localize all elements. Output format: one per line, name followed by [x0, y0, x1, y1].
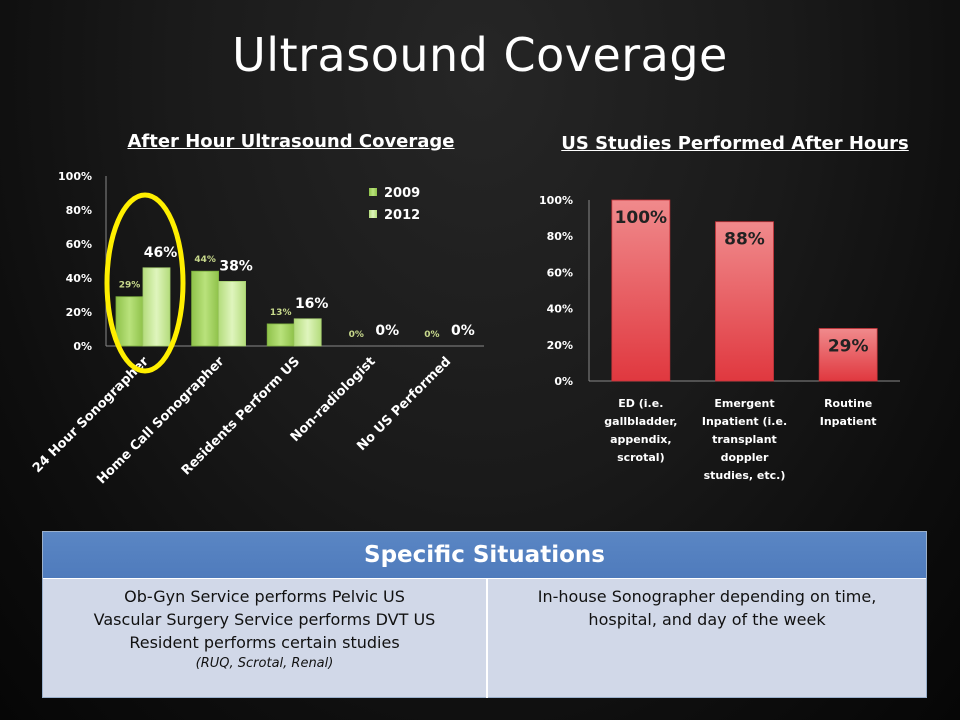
situations-header: Specific Situations: [43, 532, 926, 579]
chart1-legend-swatch: [369, 188, 377, 196]
situation-line: hospital, and day of the week: [588, 610, 826, 629]
situation-line: Vascular Surgery Service performs DVT US: [93, 610, 436, 629]
situations-row: Ob-Gyn Service performs Pelvic US Vascul…: [43, 579, 926, 698]
chart2-category-label: studies, etc.): [704, 469, 786, 482]
chart2-title: US Studies Performed After Hours: [561, 133, 909, 154]
chart2-category-label: appendix,: [610, 433, 671, 446]
chart1-legend-label: 2012: [384, 208, 420, 223]
chart2-category-label: Inpatient (i.e.: [702, 415, 787, 428]
chart2-category-label: Routine: [824, 397, 872, 410]
chart2-category-label: Inpatient: [820, 415, 877, 428]
chart1-bar-2009: [115, 296, 144, 347]
chart2-category-label: doppler: [721, 451, 769, 464]
chart1-legend-swatch: [369, 210, 377, 218]
chart2-y-tick-label: 80%: [547, 230, 573, 243]
chart2-data-label: 29%: [828, 337, 869, 357]
chart1-y-tick-label: 80%: [66, 204, 92, 217]
highlight-ellipse: [104, 192, 186, 374]
chart1-bar-2009: [191, 270, 220, 347]
chart1-data-label: 0%: [349, 330, 364, 340]
situations-right-cell: In-house Sonographer depending on time, …: [488, 579, 926, 698]
chart1-data-label: 16%: [295, 296, 329, 312]
specific-situations-table: Specific Situations Ob-Gyn Service perfo…: [42, 531, 927, 698]
chart1-data-label: 0%: [424, 330, 439, 340]
chart1-y-tick-label: 60%: [66, 238, 92, 251]
chart1-title: After Hour Ultrasound Coverage: [127, 131, 455, 152]
chart1-y-tick-label: 100%: [58, 170, 92, 183]
chart2-y-tick-label: 60%: [547, 266, 573, 279]
chart2-y-tick-label: 20%: [547, 339, 573, 352]
chart2-bar: [611, 199, 671, 382]
chart2-data-label: 88%: [724, 230, 765, 250]
chart2-category-label: Emergent: [714, 397, 774, 410]
chart1-y-tick-label: 20%: [66, 306, 92, 319]
chart1-data-label: 44%: [194, 255, 216, 265]
chart1-bar-2012: [293, 318, 322, 347]
chart2-bar: [715, 221, 774, 382]
chart2-category-label: ED (i.e.: [618, 397, 663, 410]
chart1-bar-2012: [142, 267, 171, 347]
situation-line: In-house Sonographer depending on time,: [537, 587, 877, 606]
chart1-category-label: Home Call Sonographer: [94, 354, 227, 487]
situation-note: (RUQ, Scrotal, Renal): [195, 656, 334, 671]
chart2-category-label: scrotal): [617, 451, 665, 464]
slide-title: Ultrasound Coverage: [232, 28, 728, 82]
situation-line: Resident performs certain studies: [129, 633, 400, 652]
chart2-y-tick-label: 100%: [539, 194, 573, 207]
chart1-y-tick-label: 0%: [73, 340, 92, 353]
chart1-bar-2009: [266, 323, 295, 347]
chart1-y-tick-label: 40%: [66, 272, 92, 285]
situations-left-cell: Ob-Gyn Service performs Pelvic US Vascul…: [43, 579, 488, 698]
chart2-category-label: transplant: [712, 433, 777, 446]
chart2-category-label: gallbladder,: [604, 415, 677, 428]
chart2-data-label: 100%: [615, 208, 668, 228]
chart2-y-tick-label: 0%: [554, 375, 573, 388]
chart1-legend-label: 2009: [384, 186, 420, 201]
chart2-bar: [818, 328, 878, 382]
situation-line: Ob-Gyn Service performs Pelvic US: [124, 587, 405, 606]
chart1-bar-2012: [218, 280, 247, 347]
chart1-data-label: 29%: [119, 281, 141, 291]
chart1-data-label: 38%: [219, 258, 253, 274]
chart1-category-label: Non-radiologist: [288, 354, 379, 445]
chart1-data-label: 46%: [144, 245, 178, 261]
chart1-data-label: 0%: [375, 323, 399, 339]
chart1-data-label: 0%: [451, 323, 475, 339]
chart1-data-label: 13%: [270, 308, 292, 318]
chart2-y-tick-label: 40%: [547, 303, 573, 316]
